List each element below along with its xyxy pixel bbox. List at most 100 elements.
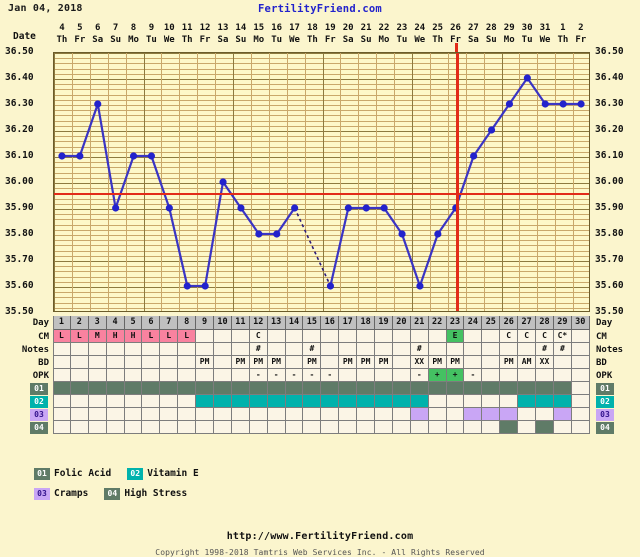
supplement-cell[interactable]	[375, 382, 393, 395]
cm-cell[interactable]: C	[249, 330, 268, 343]
supplement-cell[interactable]	[428, 408, 447, 421]
supplement-cell[interactable]	[464, 421, 483, 434]
opk-cell[interactable]	[553, 369, 572, 382]
supplement-cell[interactable]	[428, 421, 447, 434]
opk-cell[interactable]	[196, 369, 215, 382]
bd-cell[interactable]: PM	[428, 356, 447, 369]
supplement-cell[interactable]	[178, 421, 197, 434]
notes-cell[interactable]: #	[536, 343, 554, 356]
bd-cell[interactable]	[571, 356, 590, 369]
supplement-cell[interactable]	[142, 421, 161, 434]
bbt-data-point[interactable]	[183, 282, 191, 290]
supplement-cell[interactable]	[106, 382, 125, 395]
cm-cell[interactable]: L	[178, 330, 197, 343]
opk-cell[interactable]: +	[446, 369, 465, 382]
supplement-cell[interactable]	[267, 395, 286, 408]
notes-cell[interactable]	[375, 343, 393, 356]
supplement-cell[interactable]	[214, 382, 232, 395]
cm-cell[interactable]: C*	[553, 330, 572, 343]
supplement-cell[interactable]	[285, 421, 304, 434]
supplement-cell[interactable]	[571, 408, 590, 421]
notes-cell[interactable]	[214, 343, 232, 356]
supplement-cell[interactable]	[428, 382, 447, 395]
supplement-cell[interactable]	[231, 408, 250, 421]
notes-cell[interactable]	[267, 343, 286, 356]
cm-cell[interactable]: H	[106, 330, 125, 343]
supplement-cell[interactable]	[339, 408, 358, 421]
supplement-cell[interactable]	[160, 382, 179, 395]
supplement-cell[interactable]	[214, 421, 232, 434]
cm-cell[interactable]: C	[536, 330, 554, 343]
opk-cell[interactable]	[88, 369, 107, 382]
notes-cell[interactable]	[142, 343, 161, 356]
opk-cell[interactable]	[214, 369, 232, 382]
notes-cell[interactable]	[231, 343, 250, 356]
bbt-data-point[interactable]	[380, 204, 388, 212]
opk-cell[interactable]	[571, 369, 590, 382]
cm-cell[interactable]: L	[53, 330, 71, 343]
opk-cell[interactable]: -	[303, 369, 322, 382]
supplement-cell[interactable]	[249, 382, 268, 395]
supplement-cell[interactable]	[303, 421, 322, 434]
supplement-cell[interactable]	[70, 421, 89, 434]
bd-cell[interactable]	[124, 356, 143, 369]
notes-cell[interactable]	[571, 343, 590, 356]
bd-cell[interactable]	[553, 356, 572, 369]
bd-cell[interactable]: PM	[500, 356, 519, 369]
bd-cell[interactable]	[106, 356, 125, 369]
bbt-data-point[interactable]	[362, 204, 370, 212]
supplement-cell[interactable]	[482, 382, 501, 395]
supplement-cell[interactable]	[231, 421, 250, 434]
supplement-cell[interactable]	[518, 382, 537, 395]
notes-cell[interactable]	[53, 343, 71, 356]
supplement-cell[interactable]	[267, 408, 286, 421]
supplement-cell[interactable]	[553, 382, 572, 395]
notes-cell[interactable]	[518, 343, 537, 356]
opk-cell[interactable]	[160, 369, 179, 382]
supplement-cell[interactable]	[446, 395, 465, 408]
bd-cell[interactable]	[464, 356, 483, 369]
notes-cell[interactable]	[428, 343, 447, 356]
notes-cell[interactable]	[339, 343, 358, 356]
supplement-cell[interactable]	[446, 421, 465, 434]
supplement-cell[interactable]	[392, 382, 411, 395]
supplement-cell[interactable]	[124, 421, 143, 434]
supplement-cell[interactable]	[142, 395, 161, 408]
supplement-cell[interactable]	[106, 421, 125, 434]
bbt-data-point[interactable]	[326, 282, 335, 290]
supplement-cell[interactable]	[500, 395, 519, 408]
supplement-cell[interactable]	[285, 408, 304, 421]
bbt-data-point[interactable]	[416, 282, 424, 290]
supplement-cell[interactable]	[428, 395, 447, 408]
bd-cell[interactable]	[285, 356, 304, 369]
bd-cell[interactable]: PM	[339, 356, 358, 369]
supplement-cell[interactable]	[410, 382, 429, 395]
supplement-cell[interactable]	[482, 395, 501, 408]
bbt-data-point[interactable]	[237, 204, 245, 212]
notes-cell[interactable]: #	[410, 343, 429, 356]
cm-cell[interactable]: M	[88, 330, 107, 343]
notes-cell[interactable]	[482, 343, 501, 356]
opk-cell[interactable]	[536, 369, 554, 382]
bd-cell[interactable]: PM	[231, 356, 250, 369]
supplement-cell[interactable]	[375, 395, 393, 408]
bd-cell[interactable]: PM	[249, 356, 268, 369]
supplement-cell[interactable]	[88, 395, 107, 408]
supplement-cell[interactable]	[196, 408, 215, 421]
bbt-data-point[interactable]	[147, 152, 156, 160]
cm-cell[interactable]	[339, 330, 358, 343]
footer-url[interactable]: http://www.FertilityFriend.com	[226, 531, 414, 542]
supplement-cell[interactable]	[196, 421, 215, 434]
supplement-cell[interactable]	[375, 408, 393, 421]
bbt-data-point[interactable]	[291, 204, 299, 212]
bd-cell[interactable]: XX	[410, 356, 429, 369]
notes-cell[interactable]	[88, 343, 107, 356]
cm-cell[interactable]	[392, 330, 411, 343]
cm-cell[interactable]	[321, 330, 340, 343]
supplement-cell[interactable]	[231, 382, 250, 395]
supplement-cell[interactable]	[53, 395, 71, 408]
cm-cell[interactable]: E	[446, 330, 465, 343]
supplement-cell[interactable]	[571, 395, 590, 408]
supplement-cell[interactable]	[249, 395, 268, 408]
cm-cell[interactable]: C	[518, 330, 537, 343]
